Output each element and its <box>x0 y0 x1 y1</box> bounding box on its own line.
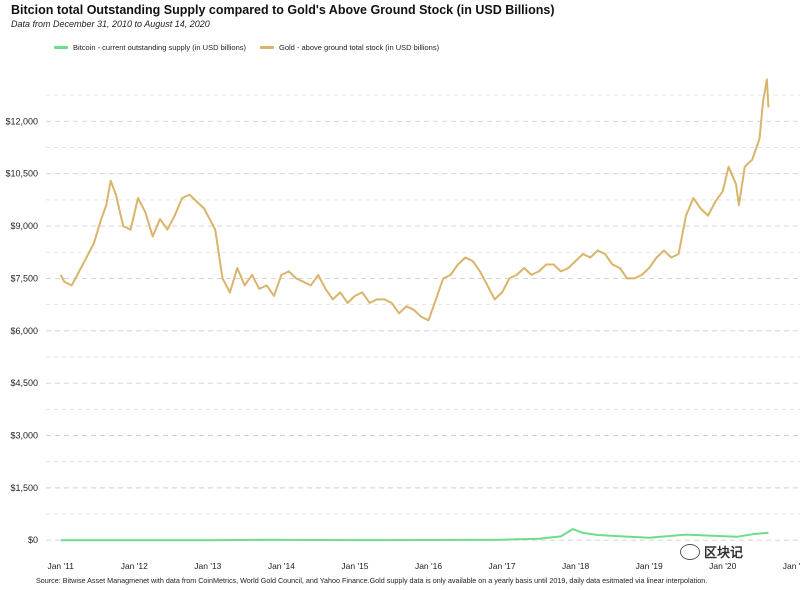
y-tick-label: $1,500 <box>10 483 38 493</box>
legend-item-bitcoin: Bitcoin - current outstanding supply (in… <box>54 43 246 52</box>
y-tick-label: $7,500 <box>10 273 38 283</box>
y-tick-label: $6,000 <box>10 326 38 336</box>
y-tick-label: $4,500 <box>10 378 38 388</box>
x-tick-label: Jan '18 <box>562 561 589 571</box>
y-tick-label: $0 <box>28 535 38 545</box>
x-tick-label: Jan '14 <box>268 561 295 571</box>
x-tick-label: Jan '13 <box>194 561 221 571</box>
x-tick-label: Jan '16 <box>415 561 442 571</box>
source-note: Source: Bitwise Asset Managmenet with da… <box>36 576 708 585</box>
y-tick-label: $9,000 <box>10 221 38 231</box>
y-tick-label: $10,500 <box>5 169 38 179</box>
x-tick-label: Jan '20 <box>709 561 736 571</box>
legend-label-bitcoin: Bitcoin - current outstanding supply (in… <box>73 43 246 52</box>
legend-swatch-gold <box>260 46 274 49</box>
chart-title: Bitcion total Outstanding Supply compare… <box>11 3 555 17</box>
y-tick-label: $3,000 <box>10 431 38 441</box>
x-tick-label: Jan '21 <box>783 561 800 571</box>
legend-swatch-bitcoin <box>54 46 68 49</box>
chart-subtitle: Data from December 31, 2010 to August 14… <box>11 19 210 29</box>
x-tick-label: Jan '12 <box>121 561 148 571</box>
watermark-text: 区块记 <box>704 545 744 560</box>
legend-label-gold: Gold - above ground total stock (in USD … <box>279 43 440 52</box>
x-tick-label: Jan '19 <box>636 561 663 571</box>
legend: Bitcoin - current outstanding supply (in… <box>54 43 439 52</box>
x-tick-label: Jan '15 <box>341 561 368 571</box>
y-tick-label: $12,000 <box>5 116 38 126</box>
bitcoin-series-line <box>60 528 769 542</box>
legend-item-gold: Gold - above ground total stock (in USD … <box>260 43 439 52</box>
wechat-icon <box>680 543 700 560</box>
gold-series-line <box>59 78 770 322</box>
watermark: 区块记 <box>680 542 743 561</box>
x-tick-label: Jan '17 <box>488 561 515 571</box>
y-axis-ticks: $0 $1,500 $3,000 $4,500 $6,000 $7,500 $9,000 $1… <box>5 116 38 545</box>
x-tick-label: Jan '11 <box>47 561 74 571</box>
x-axis-ticks: Jan '11 Jan '12 Jan '13 Jan '14 Jan '15 Jan '… <box>47 561 800 571</box>
series-lines <box>59 78 770 542</box>
grid-lines <box>46 94 800 541</box>
